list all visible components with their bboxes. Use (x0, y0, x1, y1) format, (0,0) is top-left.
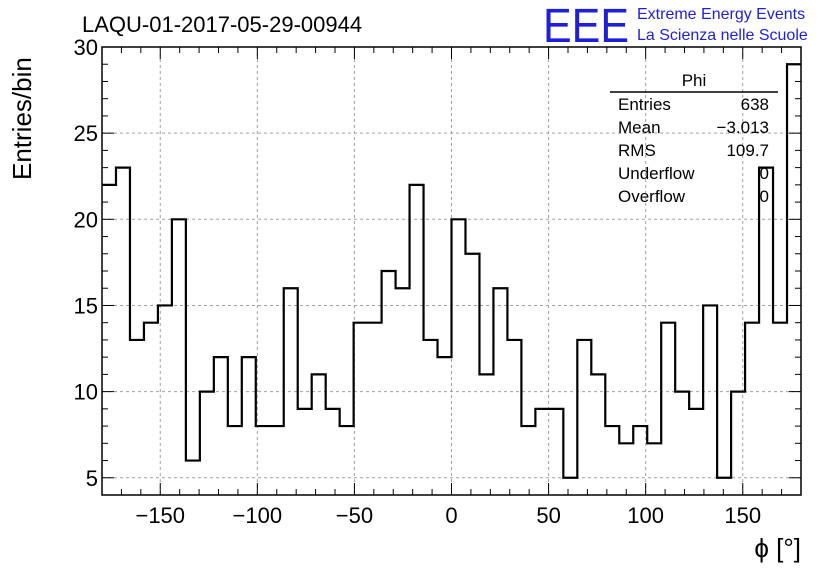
axis-ticks (101, 46, 802, 496)
y-tick-label: 20 (74, 207, 98, 232)
stats-value: 0 (760, 164, 769, 183)
histogram-bin (382, 271, 396, 495)
histogram-bin (591, 374, 605, 495)
stats-box: Phi Entries 638 Mean −3.013 RMS 109.7 Underflo… (610, 71, 778, 206)
histogram-bin (465, 254, 479, 495)
histogram-outline (102, 63, 801, 479)
histogram-bin (563, 478, 577, 495)
histogram-bin (214, 357, 228, 495)
histogram-steps (102, 63, 801, 495)
histogram-bin (577, 340, 591, 495)
stats-label: Underflow (618, 164, 695, 183)
stats-label: RMS (618, 141, 656, 160)
histogram-bin (703, 305, 717, 495)
histogram-bin (535, 409, 549, 495)
stats-value: 109.7 (726, 141, 769, 160)
x-tick-label: −50 (336, 503, 373, 528)
histogram-bin (144, 323, 158, 495)
y-tick-label: 25 (74, 121, 98, 146)
histogram-bin (479, 374, 493, 495)
histogram-bin (661, 323, 675, 495)
x-tick-label: 0 (445, 503, 457, 528)
histogram-bin (396, 288, 410, 495)
histogram-bin (787, 64, 801, 495)
histogram-bin (312, 374, 326, 495)
stats-rows: Entries 638 Mean −3.013 RMS 109.7 Underflow 0 Ov… (618, 95, 769, 206)
stats-value: 638 (741, 95, 769, 114)
histogram-bin (424, 340, 438, 495)
histogram-bin (647, 443, 661, 495)
stats-name: Phi (682, 71, 707, 90)
y-tick-label: 5 (86, 466, 98, 491)
histogram-bin (759, 168, 773, 495)
histogram-bin (605, 426, 619, 495)
chart-title: LAQU-01-2017-05-29-00944 (82, 12, 362, 37)
histogram-bin (228, 426, 242, 495)
histogram-bin (689, 409, 703, 495)
stats-label: Mean (618, 118, 661, 137)
histogram-bin (549, 409, 563, 495)
histogram-bin (200, 392, 214, 495)
x-tick-label: 100 (627, 503, 664, 528)
y-tick-label: 15 (74, 293, 98, 318)
histogram-bin (773, 323, 787, 495)
histogram-bin (256, 426, 270, 495)
histogram-bin (158, 305, 172, 495)
histogram-bin (186, 461, 200, 495)
histogram-bin (326, 409, 340, 495)
eee-logo: EEE Extreme Energy Events La Scienza nel… (543, 0, 808, 53)
histogram-bin (410, 185, 424, 495)
histogram-bin (619, 443, 633, 495)
x-tick-label: 150 (724, 503, 761, 528)
y-tick-label: 30 (74, 35, 98, 60)
y-tick-label: 10 (74, 380, 98, 405)
histogram-bin (633, 426, 647, 495)
histogram-bin (717, 478, 731, 495)
x-tick-label: −150 (135, 503, 185, 528)
histogram-bin (340, 426, 354, 495)
histogram-bin (172, 219, 186, 495)
histogram-bin (368, 323, 382, 495)
histogram-bin (298, 409, 312, 495)
logo-line-2: La Scienza nelle Scuole (637, 27, 808, 44)
stats-value: 0 (760, 187, 769, 206)
y-tick-labels: 5 10 15 20 25 30 (74, 35, 98, 491)
histogram-bin (745, 323, 759, 495)
histogram-bin (438, 357, 452, 495)
x-axis-label: ϕ [°] (754, 533, 801, 563)
histogram-bin (493, 288, 507, 495)
histogram-bin (675, 392, 689, 495)
stats-value: −3.013 (717, 118, 769, 137)
histogram-bin (242, 357, 256, 495)
logo-letters: EEE (543, 0, 629, 53)
x-tick-label: −100 (233, 503, 283, 528)
histogram-bin (116, 168, 130, 495)
histogram-bin (284, 288, 298, 495)
x-tick-label: 50 (536, 503, 560, 528)
histogram-bin (130, 340, 144, 495)
logo-line-1: Extreme Energy Events (637, 6, 805, 23)
x-tick-labels: −150 −100 −50 0 50 100 150 (135, 503, 761, 528)
histogram-bin (521, 426, 535, 495)
histogram-bin (270, 426, 284, 495)
y-axis-label: Entries/bin (7, 57, 37, 180)
stats-label: Entries (618, 95, 671, 114)
histogram-bin (507, 340, 521, 495)
stats-label: Overflow (618, 187, 686, 206)
histogram-bin (452, 219, 466, 495)
histogram-bin (731, 392, 745, 495)
histogram-bin (354, 323, 368, 495)
